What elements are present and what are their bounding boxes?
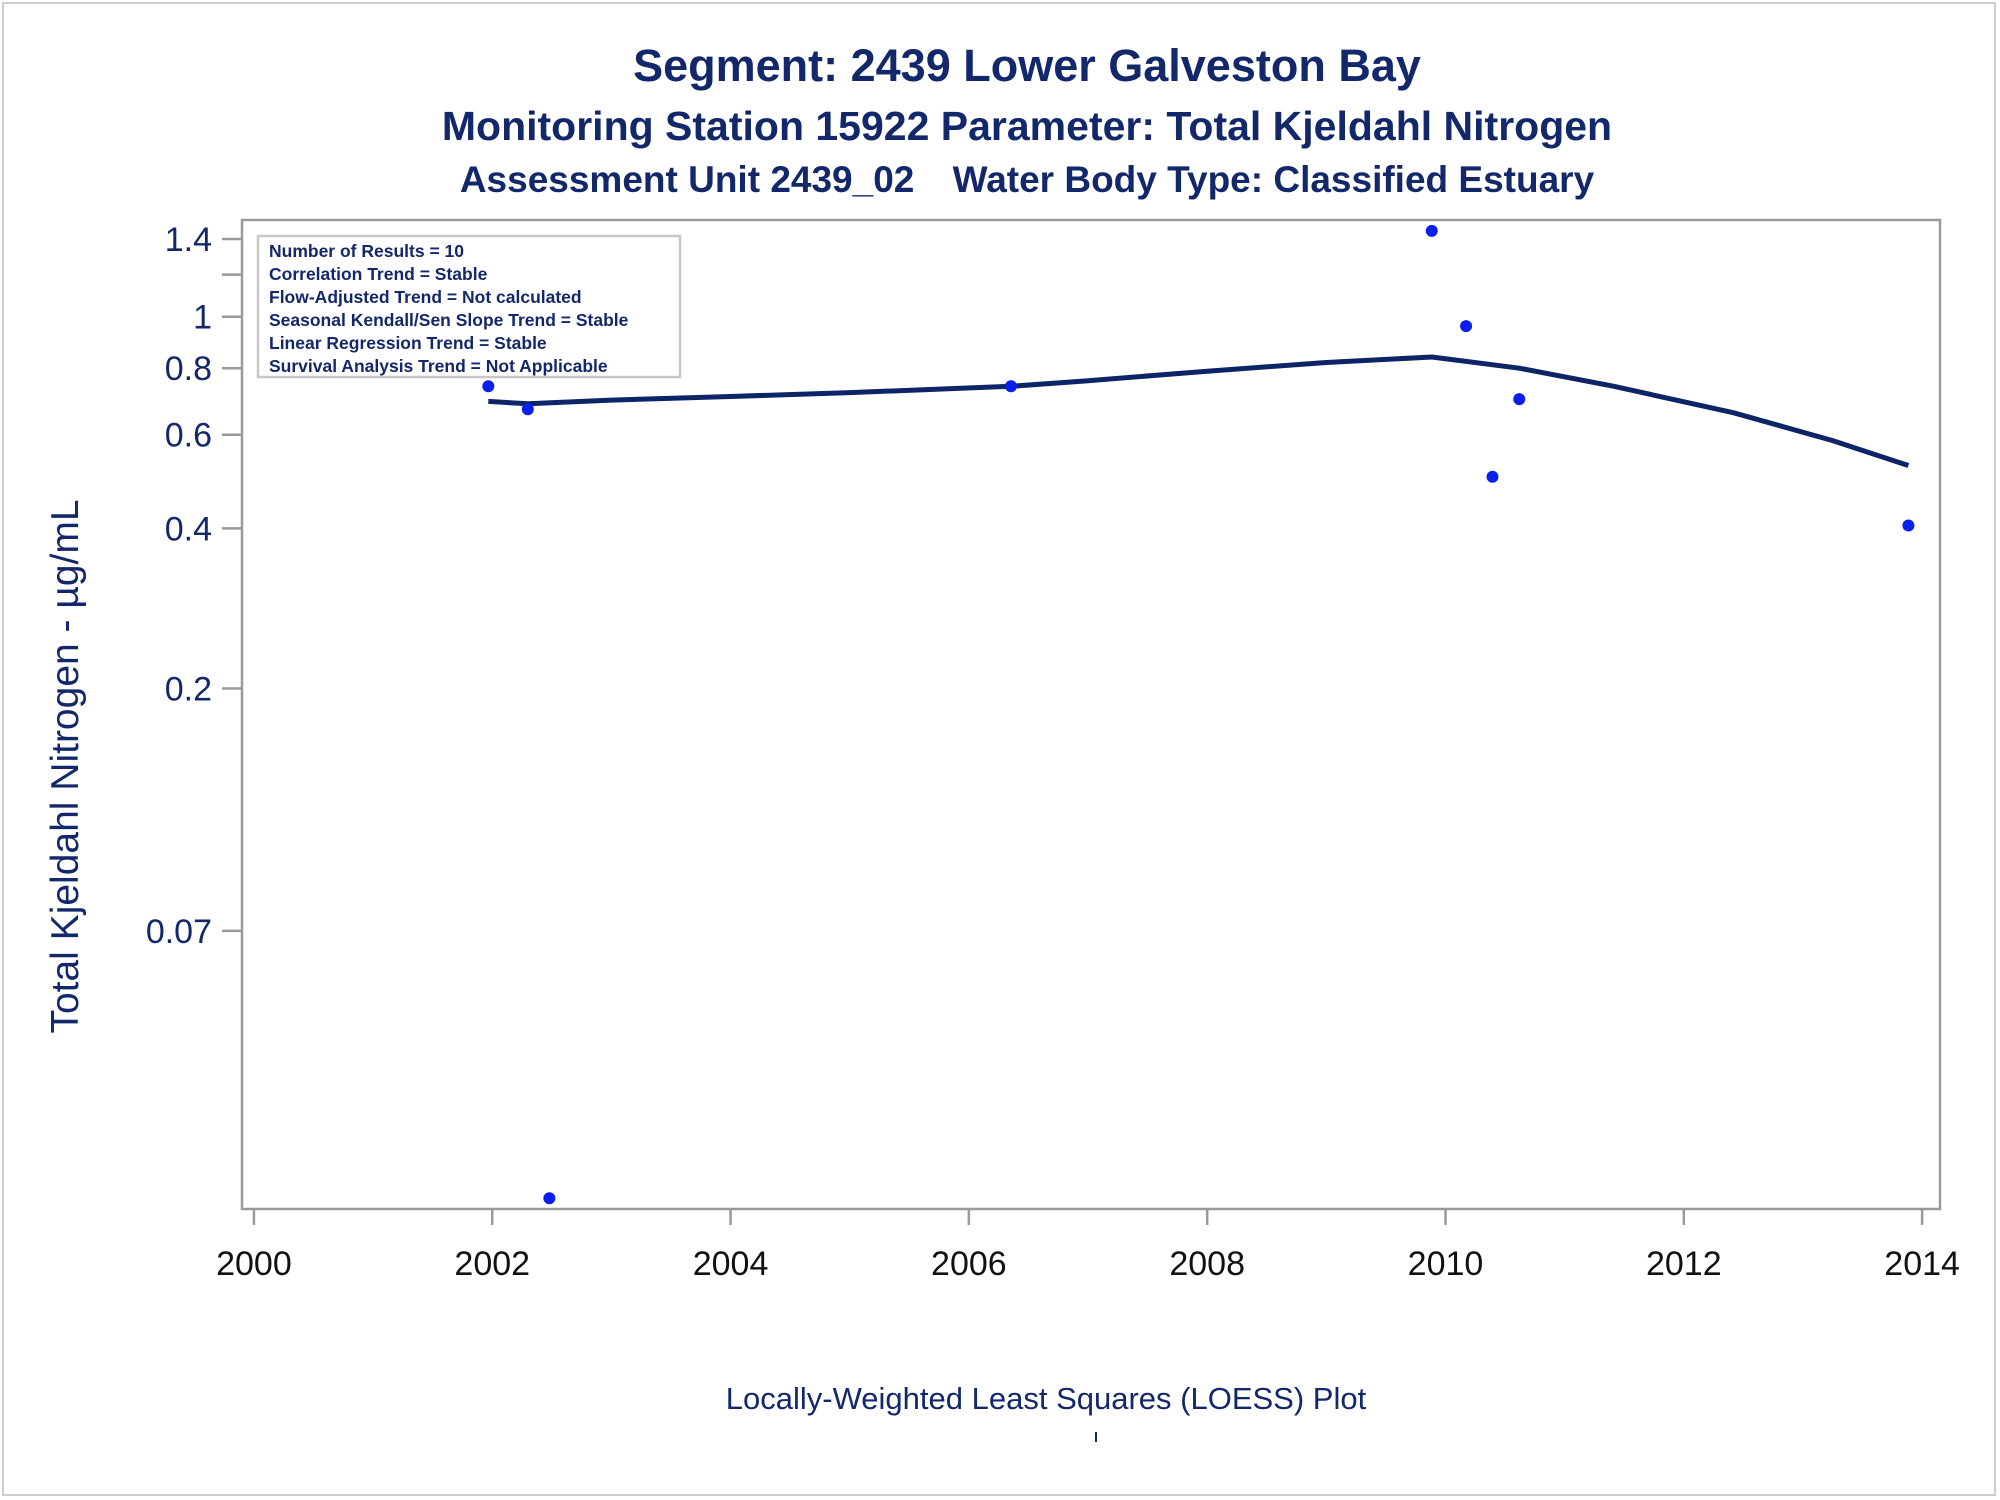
stats-box-line: Correlation Trend = Stable	[269, 264, 488, 284]
data-point	[543, 1192, 556, 1205]
data-point	[482, 380, 495, 393]
x-tick-label: 2006	[931, 1245, 1007, 1283]
x-tick-label: 2008	[1169, 1245, 1245, 1283]
stats-box-line: Linear Regression Trend = Stable	[269, 333, 547, 353]
y-tick-label: 0.6	[165, 417, 212, 455]
footer-mark	[1095, 1432, 1097, 1442]
chart-subtitle-2: Assessment Unit 2439_02 Water Body Type:…	[54, 156, 2000, 204]
stats-box-line: Seasonal Kendall/Sen Slope Trend = Stabl…	[269, 310, 629, 330]
data-point	[1513, 393, 1526, 406]
data-point	[1460, 320, 1473, 333]
y-tick-label: 0.2	[165, 670, 212, 708]
data-points	[482, 224, 1915, 1205]
x-tick-label: 2012	[1646, 1245, 1722, 1283]
y-axis-label: Total Kjeldahl Nitrogen - µg/mL	[44, 499, 87, 1033]
footer: Locally-Weighted Least Squares (LOESS) P…	[0, 1381, 2000, 1417]
loess-line	[488, 354, 1910, 468]
x-tick-label: 2010	[1408, 1245, 1484, 1283]
x-tick-label: 2004	[693, 1245, 769, 1283]
plot-area	[240, 218, 1942, 1211]
y-tick-label: 1.4	[165, 221, 212, 259]
stats-box-line: Survival Analysis Trend = Not Applicable	[269, 356, 608, 376]
chart-subtitle: Monitoring Station 15922 Parameter: Tota…	[441, 103, 1613, 149]
x-axis: 2000 2002 2004 2006 2008 2010 2012 2014	[216, 1209, 1960, 1283]
data-point	[1004, 380, 1017, 393]
stats-box-line: Number of Results = 10	[269, 241, 464, 261]
x-tick-label: 2000	[216, 1245, 292, 1283]
x-tick-label: 2014	[1884, 1245, 1960, 1283]
stats-legend-box: Number of Results = 10 Correlation Trend …	[256, 234, 682, 379]
footer-label: Locally-Weighted Least Squares (LOESS) P…	[725, 1381, 1367, 1416]
title-block: Segment: 2439 Lower Galveston Bay Monito…	[0, 36, 2000, 204]
chart-title: Segment: 2439 Lower Galveston Bay	[633, 40, 1421, 91]
data-point	[1425, 224, 1438, 237]
y-tick-label: 0.4	[165, 510, 212, 548]
y-tick-label: 1	[193, 299, 212, 337]
water-body-type-label: Water Body Type: Classified Estuary	[952, 159, 1595, 200]
data-point	[1486, 470, 1499, 483]
y-axis: 0.07 0.2 0.4 0.6 0.8 1 1.4	[146, 221, 242, 951]
y-tick-label: 0.07	[146, 913, 212, 951]
stats-box-line: Flow-Adjusted Trend = Not calculated	[269, 287, 582, 307]
data-point	[1902, 519, 1915, 532]
x-tick-label: 2002	[454, 1245, 530, 1283]
y-tick-label: 0.8	[165, 350, 212, 388]
data-point	[521, 403, 534, 416]
stats-box-border	[256, 234, 682, 379]
assessment-unit-label: Assessment Unit 2439_02	[459, 159, 915, 200]
